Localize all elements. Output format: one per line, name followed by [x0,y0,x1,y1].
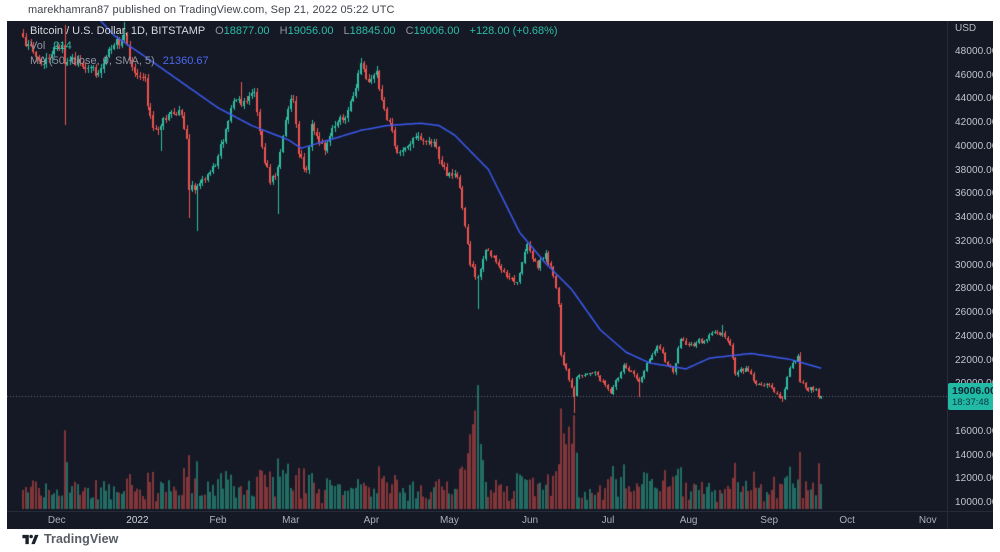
time-tick: May [439,515,459,526]
price-tick: 34000.00 [955,212,993,224]
price-tick: 48000.00 [955,46,993,57]
tradingview-logo-link[interactable]: TradingView [22,532,119,546]
price-tick: 10000.00 [955,496,993,508]
price-tick: 30000.00 [955,259,993,271]
time-axis[interactable]: Dec 2022 Feb Mar Apr May Jun Jul Aug Sep Oct Nov [7,511,993,529]
tradingview-wordmark: TradingView [44,532,119,546]
price-tick: 38000.00 [955,164,993,176]
last-price-label[interactable]: 19006.00 18:37:48 [948,383,993,411]
price-axis[interactable]: USD 48000.00 46000.00 44000.00 42000.00 4000… [947,21,993,529]
price-tick: 42000.00 [955,117,993,129]
publish-bar: marekhamran87 published on TradingView.c… [0,0,1000,21]
price-tick: 12000.00 [955,473,993,485]
price-tick: 46000.00 [955,69,993,81]
time-tick: 2022 [126,515,149,526]
price-tick: 24000.00 [955,330,993,342]
bar-close-countdown: 18:37:48 [952,397,989,409]
last-price-value: 19006.00 [952,385,993,398]
price-tick: 36000.00 [955,188,993,200]
price-tick: 28000.00 [955,283,993,295]
price-tick: 32000.00 [955,235,993,247]
time-tick: Oct [839,515,855,526]
time-tick: Apr [363,515,380,526]
time-tick: Aug [679,515,698,526]
tradingview-logo-icon [22,533,39,546]
price-tick: 16000.00 [955,425,993,437]
time-tick: Jul [601,515,615,526]
time-tick: Dec [47,515,66,526]
time-tick: Mar [282,515,300,526]
chart-panel: Bitcoin / U.S. Dollar, 1D, BITSTAMP O188… [7,21,993,529]
time-tick: Nov [918,515,937,526]
time-tick: Jun [521,515,539,526]
time-tick: Sep [760,515,779,526]
price-tick: 14000.00 [955,449,993,461]
price-tick: 44000.00 [955,93,993,105]
footer-bar: TradingView [0,529,1000,552]
time-tick: Feb [209,515,227,526]
price-tick: 22000.00 [955,354,993,366]
candlestick-chart[interactable] [7,21,947,511]
currency-label: USD [955,23,977,34]
publish-attribution: marekhamran87 published on TradingView.c… [28,4,395,16]
price-tick: 26000.00 [955,307,993,319]
price-tick: 40000.00 [955,140,993,152]
